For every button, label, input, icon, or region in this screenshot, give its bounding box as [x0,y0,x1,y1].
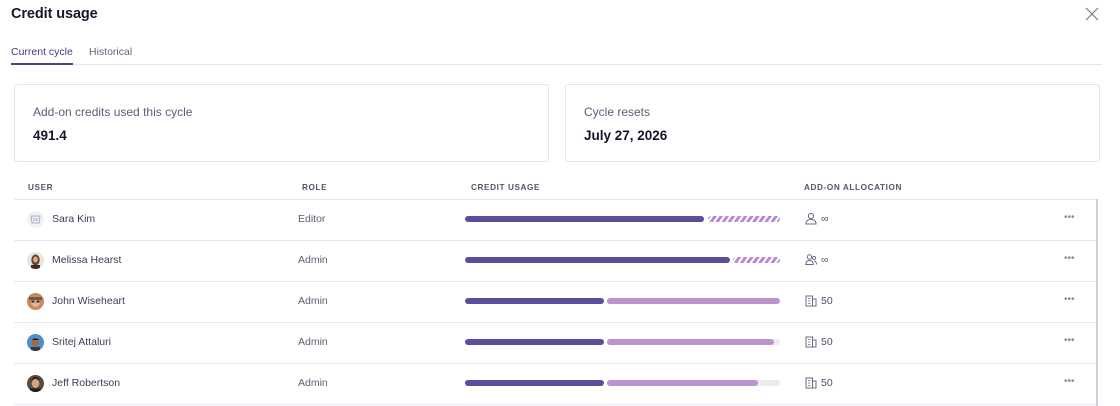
building-icon [805,295,817,307]
building-icon [805,336,817,348]
user-role: Admin [298,254,328,266]
row-divider [14,199,1096,200]
cycle-resets-label: Cycle resets [584,105,651,119]
avatar [27,293,44,310]
building-icon [805,377,817,389]
cycle-resets-value: July 27, 2026 [584,128,668,143]
column-header-addon-allocation: ADD-ON ALLOCATION [804,183,902,192]
row-divider [14,322,1096,323]
user-icon [805,212,817,225]
row-menu-button[interactable]: ••• [1064,253,1075,264]
user-name: Sritej Attaluri [52,336,111,348]
row-divider [14,281,1096,282]
row-menu-button[interactable]: ••• [1064,376,1075,387]
user-role: Admin [298,377,328,389]
active-tab-indicator [11,63,73,65]
avatar [27,252,44,269]
addon-credits-label: Add-on credits used this cycle [33,105,193,119]
addon-allocation-value: ∞ [821,213,829,225]
row-menu-button[interactable]: ••• [1064,294,1075,305]
addon-allocation-value: 50 [821,295,833,307]
addon-credits-value: 491.4 [33,128,67,143]
row-divider [14,404,1096,405]
avatar [27,334,44,351]
addon-allocation-value: 50 [821,336,833,348]
user-role: Admin [298,336,328,348]
credit-usage-bar [465,216,780,222]
user-name: Melissa Hearst [52,254,122,266]
row-menu-button[interactable]: ••• [1064,335,1075,346]
users-icon [805,254,817,265]
addon-credit-usage [732,257,780,263]
avatar [27,375,44,392]
credit-usage-bar [465,380,780,386]
addon-credit-usage [707,216,780,222]
row-divider [14,240,1096,241]
base-credit-usage [465,298,604,304]
addon-credit-usage [606,339,774,345]
base-credit-usage [465,216,705,222]
cycle-resets-card: Cycle resets July 27, 2026 [565,84,1100,162]
addon-credit-usage [606,380,758,386]
tab-bar: Current cycle Historical [11,40,1102,65]
row-divider [14,363,1096,364]
user-name: Sara Kim [52,213,96,225]
base-credit-usage [465,380,604,386]
column-header-user: USER [28,183,54,192]
addon-credits-card: Add-on credits used this cycle 491.4 [14,84,549,162]
addon-allocation-value: 50 [821,377,833,389]
avatar [27,211,44,228]
credit-usage-bar [465,257,780,263]
table-header: USER ROLE CREDIT USAGE ADD-ON ALLOCATION [0,183,1120,198]
column-header-credit-usage: CREDIT USAGE [471,183,541,192]
credit-usage-bar [465,298,780,304]
addon-credit-usage [606,298,780,304]
tab-current-cycle[interactable]: Current cycle [11,46,73,58]
user-name: Jeff Robertson [52,377,121,389]
user-name: John Wiseheart [52,295,125,307]
addon-allocation-value: ∞ [821,254,829,266]
table-row[interactable]: John Wiseheart Admin 50 ••• [0,281,1120,322]
close-icon[interactable] [1085,7,1099,21]
table-row[interactable]: Sritej Attaluri Admin 50 ••• [0,322,1120,363]
user-role: Admin [298,295,328,307]
table-scrollbar[interactable] [1096,199,1098,406]
column-header-role: ROLE [302,183,328,192]
tab-historical[interactable]: Historical [89,46,133,58]
user-role: Editor [298,213,326,225]
row-menu-button[interactable]: ••• [1064,212,1075,223]
table-row[interactable]: Melissa Hearst Admin ∞ ••• [0,240,1120,281]
base-credit-usage [465,339,604,345]
credit-usage-bar [465,339,780,345]
base-credit-usage [465,257,730,263]
table-row[interactable]: Sara Kim Editor ∞ ••• [0,199,1120,240]
table-row[interactable]: Jeff Robertson Admin 50 ••• [0,363,1120,404]
dialog-title: Credit usage [11,6,98,22]
